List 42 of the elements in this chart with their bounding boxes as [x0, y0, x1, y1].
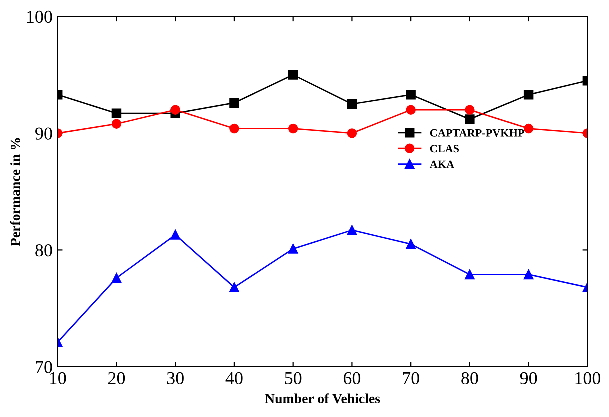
x-tick-label: 30 — [167, 372, 184, 385]
point — [347, 225, 358, 236]
x-tick-label: 40 — [226, 372, 243, 385]
point — [230, 124, 240, 134]
y-axis-title: Performance in % — [10, 138, 20, 246]
point — [465, 114, 475, 124]
y-tick-label: 70 — [36, 361, 52, 374]
y-tick-label: 100 — [28, 10, 52, 24]
point — [230, 98, 240, 108]
legend-label: CAPTARP-PVKHP — [430, 129, 524, 137]
x-tick-label: 20 — [108, 372, 126, 385]
legend-label: AKA — [430, 160, 454, 168]
x-tick-label: 80 — [462, 372, 478, 385]
x-tick-label: 100 — [576, 372, 601, 385]
point — [465, 270, 475, 280]
point — [112, 273, 122, 284]
point — [347, 99, 358, 110]
point — [288, 244, 298, 254]
point — [406, 240, 416, 250]
y-tick-label: 80 — [36, 244, 52, 257]
x-tick-label: 70 — [403, 372, 420, 385]
point — [230, 282, 240, 292]
x-tick-label: 10 — [50, 372, 66, 385]
point — [288, 124, 298, 134]
point — [406, 105, 416, 115]
y-tick-label: 90 — [36, 128, 52, 140]
point — [112, 108, 122, 118]
point — [288, 70, 298, 80]
point — [406, 90, 416, 100]
point — [112, 119, 122, 129]
point — [524, 124, 534, 134]
point — [524, 90, 534, 100]
point — [347, 128, 358, 138]
point — [465, 105, 475, 115]
point — [524, 270, 534, 280]
point — [170, 105, 180, 115]
x-tick-label: 60 — [344, 372, 361, 385]
point — [170, 230, 180, 240]
legend-label: CLAS — [430, 145, 460, 153]
x-tick-label: 50 — [285, 372, 302, 385]
x-tick-label: 90 — [520, 372, 538, 385]
x-axis-title: Number of Vehicles — [265, 394, 380, 404]
